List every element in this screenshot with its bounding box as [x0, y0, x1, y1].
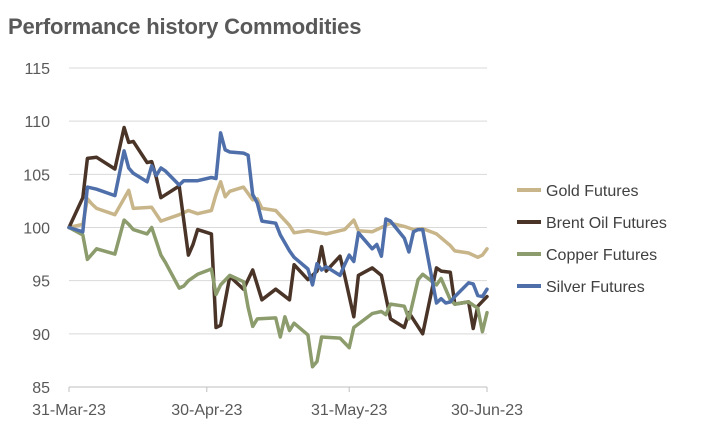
x-tick-label: 30-Apr-23 — [171, 402, 242, 419]
x-tick-label: 31-May-23 — [311, 402, 388, 419]
y-tick-label: 110 — [24, 114, 50, 131]
legend-label: Brent Oil Futures — [546, 215, 667, 232]
y-tick-label: 95 — [32, 274, 50, 291]
legend-item-silver-futures: Silver Futures — [517, 279, 645, 296]
y-tick-label: 85 — [32, 380, 50, 397]
chart-title: Performance history Commodities — [8, 14, 362, 39]
x-tick-label: 31-Mar-23 — [32, 402, 106, 419]
legend-label: Silver Futures — [546, 279, 645, 296]
y-tick-label: 90 — [32, 327, 50, 344]
series-line-silver-futures — [67, 131, 489, 305]
legend-label: Copper Futures — [546, 247, 657, 264]
series-line-copper-futures — [67, 218, 489, 369]
legend-item-gold-futures: Gold Futures — [517, 183, 638, 200]
y-tick-label: 115 — [24, 61, 50, 78]
series-lines — [67, 125, 489, 369]
legend-item-brent-oil-futures: Brent Oil Futures — [517, 215, 667, 232]
series-line-brent-oil-futures — [67, 125, 489, 336]
legend: Gold Futures Brent Oil Futures Copper Futu… — [517, 183, 667, 296]
axes: 85 90 95 100 105 110 115 31-Mar-23 30-Apr-23 31-M… — [23, 61, 523, 419]
series-line-gold-futures — [67, 180, 489, 260]
legend-label: Gold Futures — [546, 183, 638, 200]
legend-item-copper-futures: Copper Futures — [517, 247, 657, 264]
y-tick-label: 100 — [23, 221, 50, 238]
x-tick-label: 30-Jun-23 — [451, 402, 523, 419]
y-tick-label: 105 — [23, 167, 50, 184]
